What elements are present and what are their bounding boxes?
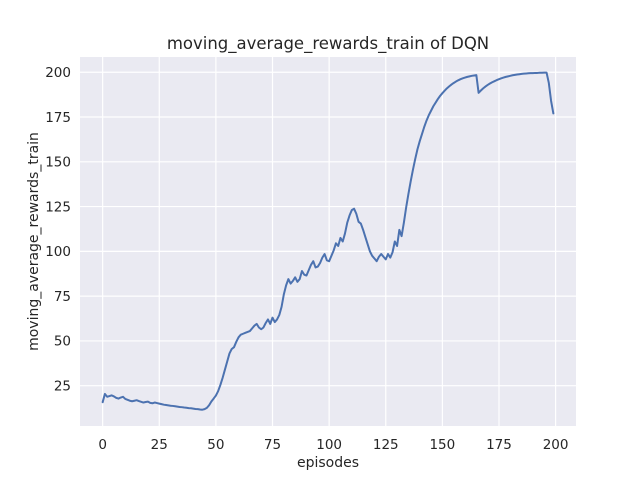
x-tick-label: 125 [373, 437, 399, 453]
x-tick-label: 100 [316, 437, 342, 453]
y-tick-label: 175 [45, 110, 71, 126]
x-tick-label: 200 [543, 437, 569, 453]
x-tick-labels: 0 25 50 75 100 125 150 175 200 [98, 437, 568, 453]
x-tick-label: 175 [486, 437, 512, 453]
chart-title: moving_average_rewards_train of DQN [167, 34, 489, 54]
plot-area [80, 57, 576, 426]
y-tick-label: 200 [45, 65, 71, 81]
series-line-group [101, 71, 555, 411]
y-axis-label: moving_average_rewards_train [26, 132, 42, 351]
y-tick-label: 75 [54, 289, 71, 305]
x-tick-label: 25 [151, 437, 168, 453]
y-tick-label: 150 [45, 155, 71, 171]
series-line-dqn [101, 71, 555, 411]
y-tick-label: 50 [54, 334, 71, 350]
x-tick-label: 75 [264, 437, 281, 453]
y-tick-label: 25 [54, 378, 71, 394]
x-axis-label: episodes [297, 455, 359, 471]
y-tick-labels: 25 50 75 100 125 150 175 200 [45, 65, 71, 394]
x-tick-label: 150 [429, 437, 455, 453]
grid-lines [80, 57, 576, 426]
y-tick-label: 100 [45, 244, 71, 260]
y-tick-label: 125 [45, 199, 71, 215]
x-tick-label: 50 [207, 437, 224, 453]
x-tick-label: 0 [98, 437, 107, 453]
